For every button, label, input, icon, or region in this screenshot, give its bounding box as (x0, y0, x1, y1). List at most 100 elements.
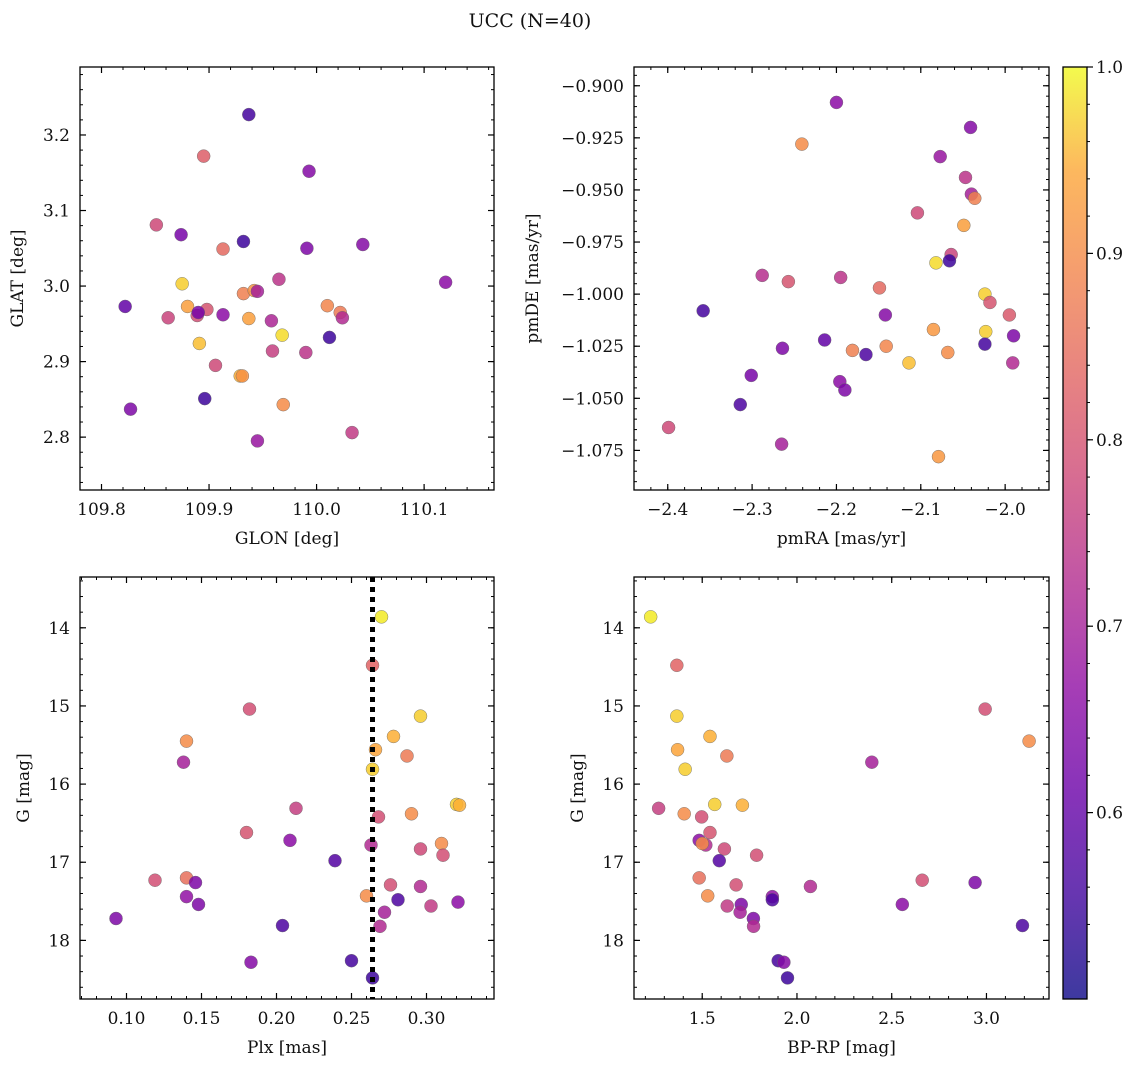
data-point (242, 107, 256, 122)
data-point (413, 709, 428, 723)
data-point (701, 889, 715, 903)
data-point (859, 347, 873, 362)
data-point (703, 825, 717, 840)
axes-frame (633, 576, 1050, 1000)
y-tick-label: −0.950 (561, 181, 624, 201)
data-point (344, 954, 359, 968)
data-point (803, 879, 818, 894)
data-point (191, 897, 206, 912)
data-point (735, 798, 750, 812)
data-point (926, 322, 941, 337)
x-axis-label: BP-RP [mag] (787, 1038, 896, 1058)
data-point (755, 268, 769, 283)
colorbar-tick-label: 1.0 (1096, 58, 1123, 78)
panel-glon-glat: 109.8 109.9 110.0 110.1 2.8 2.9 3.0 3.1 3.2 GLON … (8, 66, 495, 549)
data-point (196, 149, 211, 163)
data-point (383, 878, 398, 892)
y-tick-label: 14 (602, 619, 624, 639)
data-point (942, 254, 957, 268)
y-tick-label: 16 (48, 775, 70, 795)
y-tick-label: 14 (48, 619, 70, 639)
data-point (661, 420, 676, 435)
data-points (118, 107, 453, 448)
data-point (749, 848, 764, 862)
data-point (795, 137, 809, 151)
data-point (180, 299, 195, 314)
data-point (242, 311, 256, 326)
x-tick-label: 110.1 (400, 500, 449, 520)
x-axis-label: Plx [mas] (247, 1038, 327, 1058)
y-tick-label: −1.000 (561, 285, 624, 305)
panel-bprp-g: 1.5 2.0 2.5 3.0 14 15 16 17 18 BP-RP [mag] G [mag] (568, 576, 1050, 1058)
data-point (963, 120, 978, 135)
data-point (643, 610, 658, 624)
data-point (123, 402, 138, 416)
y-tick-label: 17 (48, 853, 70, 873)
y-tick-label: 2.9 (43, 353, 70, 373)
data-point (1006, 329, 1021, 343)
data-point (335, 311, 350, 325)
data-point (192, 336, 207, 351)
data-point (746, 919, 761, 934)
data-point (696, 304, 710, 318)
data-point (983, 295, 997, 310)
data-point (161, 311, 175, 325)
data-point (174, 227, 188, 242)
y-tick-label: 18 (602, 931, 624, 951)
data-point (275, 918, 290, 933)
y-tick-label: 18 (48, 931, 70, 951)
data-point (452, 798, 467, 812)
data-points (109, 610, 467, 985)
data-point (744, 368, 758, 383)
data-point (677, 807, 691, 821)
data-point (244, 955, 258, 969)
data-point (845, 343, 860, 358)
data-point (1002, 308, 1017, 322)
data-point (902, 356, 916, 370)
data-point (774, 437, 789, 451)
x-tick-label: −2.3 (731, 500, 772, 520)
data-point (670, 709, 684, 723)
data-point (208, 358, 223, 373)
colorbar-ticks: 0.6 0.7 0.8 0.9 1.0 (1087, 58, 1123, 963)
data-point (838, 383, 852, 397)
minor-ticks (79, 67, 494, 490)
minor-ticks (634, 577, 1049, 999)
data-point (910, 206, 925, 220)
data-point (733, 397, 747, 412)
data-point (377, 905, 392, 919)
data-point (733, 905, 747, 919)
data-point (817, 333, 832, 347)
data-point (958, 170, 973, 185)
colorbar-tick-label: 0.6 (1096, 804, 1123, 824)
data-point (720, 899, 734, 913)
minor-ticks (80, 577, 494, 999)
data-point (236, 234, 251, 249)
y-tick-label: 15 (602, 697, 624, 717)
y-tick-label: −1.075 (561, 441, 624, 461)
y-tick-label: 16 (602, 775, 624, 795)
data-point (272, 272, 286, 286)
y-tick-label: −1.025 (561, 337, 624, 357)
x-tick-label: 0.30 (408, 1009, 446, 1029)
x-tick-label: 2.0 (783, 1009, 810, 1029)
x-tick-label: 1.5 (689, 1009, 716, 1029)
x-tick-label: 110.0 (292, 500, 341, 520)
data-point (149, 218, 164, 232)
data-point (176, 755, 191, 769)
data-point (235, 369, 250, 383)
y-axis-label: G [mag] (14, 753, 34, 822)
y-axis-label: G [mag] (568, 753, 588, 822)
data-point (345, 425, 359, 440)
data-point (368, 743, 383, 757)
colorbar-gradient (1063, 67, 1087, 999)
y-axis-label: pmDE [mas/yr] (523, 213, 543, 343)
data-point (386, 729, 401, 744)
data-point (670, 658, 684, 673)
colorbar-tick-label: 0.9 (1096, 244, 1123, 264)
y-tick-label: 17 (602, 853, 624, 873)
data-point (413, 842, 428, 856)
data-point (283, 833, 297, 848)
y-tick-label: −1.050 (561, 389, 624, 409)
